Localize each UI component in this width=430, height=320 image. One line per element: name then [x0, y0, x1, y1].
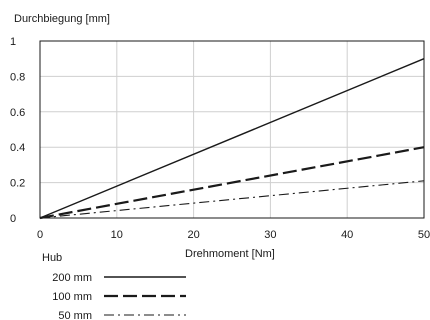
legend-items: 200 mm 100 mm 50 mm [52, 272, 186, 320]
grid [40, 41, 424, 218]
x-tick-label: 0 [37, 229, 43, 241]
x-tick-label: 30 [264, 229, 276, 241]
x-tick-label: 40 [341, 229, 353, 241]
y-tick-label: 0 [10, 213, 16, 225]
legend-title: Hub [42, 252, 62, 264]
y-tick-labels: 0 0.2 0.4 0.6 0.8 1 [10, 36, 25, 225]
series-line [39, 146, 425, 220]
y-tick-label: 0.4 [10, 142, 25, 154]
plot-frame [39, 40, 425, 219]
y-axis-title: Durchbiegung [mm] [14, 13, 110, 25]
legend-label: 200 mm [52, 272, 92, 284]
x-tick-label: 20 [187, 229, 199, 241]
y-tick-label: 0.2 [10, 178, 25, 190]
series-line [39, 58, 425, 219]
series-lines [39, 58, 425, 220]
y-tick-label: 0.8 [10, 71, 25, 83]
x-axis-title: Drehmoment [Nm] [185, 248, 275, 260]
x-tick-label: 50 [418, 229, 430, 241]
series-line [39, 180, 425, 219]
x-tick-labels: 0 10 20 30 40 50 [37, 229, 430, 241]
legend: Hub 200 mm 100 mm 50 mm [42, 252, 186, 320]
legend-label: 100 mm [52, 291, 92, 303]
legend-label: 50 mm [58, 310, 92, 320]
x-tick-label: 10 [111, 229, 123, 241]
y-tick-label: 0.6 [10, 107, 25, 119]
y-tick-label: 1 [10, 36, 16, 48]
